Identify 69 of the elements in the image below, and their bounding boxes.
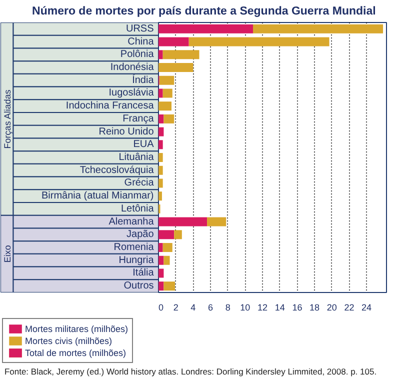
bar [158, 114, 164, 124]
bar [158, 230, 174, 240]
bar [207, 217, 226, 226]
y-tick-label: China [128, 36, 154, 48]
y-tick-label: Birmânia (atual Mianmar) [42, 190, 154, 202]
bar [158, 88, 163, 98]
text: Total de mortes (milhões) [25, 348, 126, 358]
y-tick-label: Alemanha [108, 216, 154, 228]
y-tick-label: Tchecoslováquia [80, 164, 154, 176]
x-tick-label: 20 [326, 302, 337, 312]
bar [158, 243, 163, 252]
bar [158, 50, 163, 60]
y-tick-label: URSS [126, 23, 154, 34]
y-tick-label: Índia [132, 74, 154, 86]
y-tick-label: Polônia [120, 49, 154, 60]
source-note: Fonte: Black, Jeremy (ed.) World history atlas. Londres: Dorling Kindersley Limmited, 2008. p. 105. [4, 366, 377, 376]
bar [158, 127, 164, 136]
x-tick-label: 24 [362, 302, 372, 312]
y-tick-label: França [122, 113, 154, 124]
y-tick-label: Grécia [124, 178, 154, 189]
bar [158, 192, 162, 201]
y-tick-label: Iugoslávia [108, 88, 154, 99]
y-tick-label: Indonésia [110, 62, 154, 73]
legend-label: Mortes civis (milhões) [25, 336, 112, 346]
x-tick-label: 0 [158, 302, 164, 312]
bar [174, 230, 182, 240]
y-tick-label: Lituânia [118, 152, 154, 163]
bar [159, 76, 174, 85]
bar [162, 243, 172, 252]
y-tick-label: Outros [124, 280, 154, 292]
legend-label: Mortes militares (milhões) [25, 324, 128, 334]
bar [188, 37, 330, 46]
y-tick-label: Indochina Francesa [66, 100, 154, 112]
bar [164, 256, 170, 265]
bar [158, 256, 164, 265]
y-tick-label: Itália [132, 268, 154, 279]
bar [158, 166, 163, 175]
bar [252, 24, 384, 34]
x-tick-label: 14 [274, 302, 285, 312]
x-tick-label: 16 [292, 302, 302, 312]
text: Eixo [2, 245, 13, 263]
y-tick-label: Reino Unido [98, 126, 154, 138]
bar [158, 268, 164, 278]
bar [158, 63, 194, 72]
text: Forças Aliadas [2, 89, 13, 149]
bar [162, 88, 172, 98]
x-tick-label: 2 [173, 302, 178, 312]
bar [164, 282, 175, 291]
x-tick-label: 6 [208, 302, 214, 312]
y-tick-label: Romenia [114, 242, 154, 253]
bar [158, 140, 163, 150]
y-tick-label: Letônia [120, 203, 154, 214]
x-tick-label: 8 [225, 302, 230, 312]
bar [158, 282, 164, 291]
y-tick-label: Japão [126, 229, 154, 240]
x-tick-label: 22 [344, 302, 354, 312]
bar [162, 50, 200, 60]
x-tick-label: 10 [240, 302, 250, 312]
y-tick-label: Hungria [118, 254, 154, 266]
x-tick-label: 12 [258, 302, 268, 312]
bar [158, 102, 172, 111]
x-tick-label: 4 [190, 302, 196, 312]
bar [158, 153, 163, 162]
bar [158, 178, 163, 188]
bar [158, 37, 189, 46]
bar [164, 114, 174, 124]
x-tick-label: 18 [310, 302, 320, 312]
y-tick-label: EUA [133, 139, 154, 150]
chart-title: Número de mortes por país durante a Segunda Guerra Mundial [32, 6, 376, 18]
